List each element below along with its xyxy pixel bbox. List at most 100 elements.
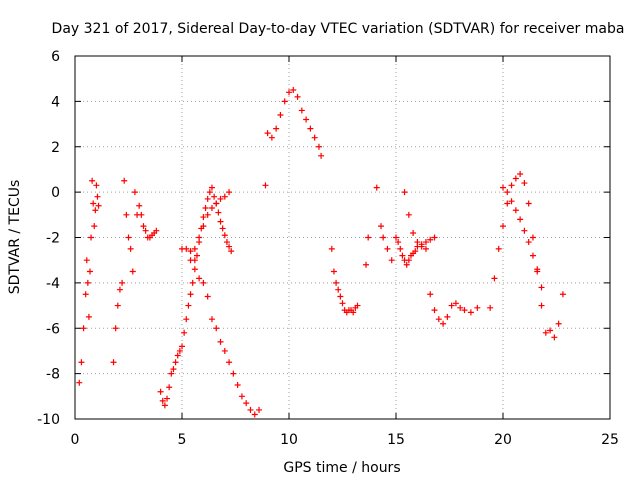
data-point bbox=[78, 359, 85, 366]
data-point bbox=[219, 225, 226, 232]
data-point bbox=[277, 111, 284, 118]
data-point bbox=[83, 257, 90, 264]
data-point bbox=[110, 359, 117, 366]
data-point bbox=[452, 300, 459, 307]
data-point bbox=[187, 291, 194, 298]
data-point bbox=[234, 381, 241, 388]
data-point bbox=[315, 143, 322, 150]
data-point bbox=[95, 202, 102, 209]
data-point bbox=[243, 400, 250, 407]
data-point bbox=[211, 193, 218, 200]
x-tick-label: 25 bbox=[601, 432, 619, 448]
data-point bbox=[153, 227, 160, 234]
data-point bbox=[427, 291, 434, 298]
data-point bbox=[365, 234, 372, 241]
data-point bbox=[93, 182, 100, 189]
data-point bbox=[213, 325, 220, 332]
x-tick-label: 5 bbox=[178, 432, 187, 448]
y-axis-label: SDTVAR / TECUs bbox=[7, 180, 23, 295]
y-tick-label: -4 bbox=[46, 276, 60, 292]
data-point bbox=[555, 320, 562, 327]
data-point bbox=[191, 245, 198, 252]
data-point bbox=[529, 252, 536, 259]
data-point bbox=[378, 223, 385, 230]
data-point bbox=[183, 316, 190, 323]
data-point bbox=[193, 252, 200, 259]
data-point bbox=[90, 200, 97, 207]
data-point bbox=[125, 234, 132, 241]
data-point bbox=[208, 316, 215, 323]
data-point bbox=[504, 189, 511, 196]
y-tick-label: 2 bbox=[51, 140, 60, 156]
data-point bbox=[247, 406, 254, 413]
data-point bbox=[435, 316, 442, 323]
data-point bbox=[403, 261, 410, 268]
data-point bbox=[491, 275, 498, 282]
data-point bbox=[487, 304, 494, 311]
data-point bbox=[333, 279, 340, 286]
data-point bbox=[217, 218, 224, 225]
y-tick-labels: -10 -8 -6 -4 -2 0 2 4 6 bbox=[37, 49, 60, 428]
x-tick-label: 20 bbox=[494, 432, 512, 448]
data-point bbox=[418, 243, 425, 250]
data-point bbox=[542, 329, 549, 336]
data-point bbox=[512, 207, 519, 214]
data-point bbox=[457, 304, 464, 311]
data-point bbox=[204, 211, 211, 218]
data-point bbox=[422, 245, 429, 252]
data-point bbox=[159, 397, 166, 404]
axis-ticks bbox=[74, 55, 611, 420]
data-point bbox=[264, 130, 271, 137]
data-point bbox=[373, 184, 380, 191]
data-point bbox=[206, 189, 213, 196]
data-point bbox=[525, 239, 532, 246]
y-tick-label: 6 bbox=[51, 49, 60, 65]
data-point bbox=[384, 245, 391, 252]
data-point bbox=[474, 304, 481, 311]
data-point bbox=[307, 125, 314, 132]
data-point bbox=[76, 379, 83, 386]
data-point bbox=[230, 370, 237, 377]
data-point bbox=[204, 293, 211, 300]
data-point bbox=[119, 279, 126, 286]
data-point bbox=[335, 286, 342, 293]
data-point bbox=[116, 286, 123, 293]
data-point bbox=[504, 200, 511, 207]
data-point bbox=[112, 325, 119, 332]
data-point bbox=[91, 223, 98, 230]
data-point bbox=[354, 302, 361, 309]
data-point bbox=[223, 239, 230, 246]
data-point bbox=[136, 202, 143, 209]
data-point bbox=[388, 257, 395, 264]
data-point bbox=[217, 195, 224, 202]
data-point bbox=[200, 214, 207, 221]
data-point bbox=[221, 193, 228, 200]
data-point bbox=[226, 189, 233, 196]
data-point bbox=[431, 307, 438, 314]
data-point bbox=[412, 248, 419, 255]
data-point bbox=[181, 329, 188, 336]
data-point bbox=[84, 279, 91, 286]
data-point bbox=[547, 327, 554, 334]
data-point bbox=[226, 359, 233, 366]
data-point bbox=[114, 302, 121, 309]
x-tick-labels: 0 5 10 15 20 25 bbox=[71, 432, 619, 448]
x-axis-label: GPS time / hours bbox=[283, 460, 400, 476]
data-point bbox=[187, 248, 194, 255]
y-tick-label: 0 bbox=[51, 185, 60, 201]
data-point bbox=[508, 198, 515, 205]
data-point bbox=[196, 275, 203, 282]
data-point bbox=[217, 338, 224, 345]
data-point bbox=[85, 313, 92, 320]
data-point bbox=[410, 229, 417, 236]
y-tick-label: -2 bbox=[46, 231, 60, 247]
data-point bbox=[268, 134, 275, 141]
data-point bbox=[138, 211, 145, 218]
grid-lines bbox=[75, 56, 610, 419]
data-point bbox=[226, 243, 233, 250]
data-point bbox=[82, 291, 89, 298]
data-point bbox=[273, 125, 280, 132]
data-point bbox=[142, 227, 149, 234]
data-point bbox=[448, 302, 455, 309]
data-point bbox=[399, 252, 406, 259]
